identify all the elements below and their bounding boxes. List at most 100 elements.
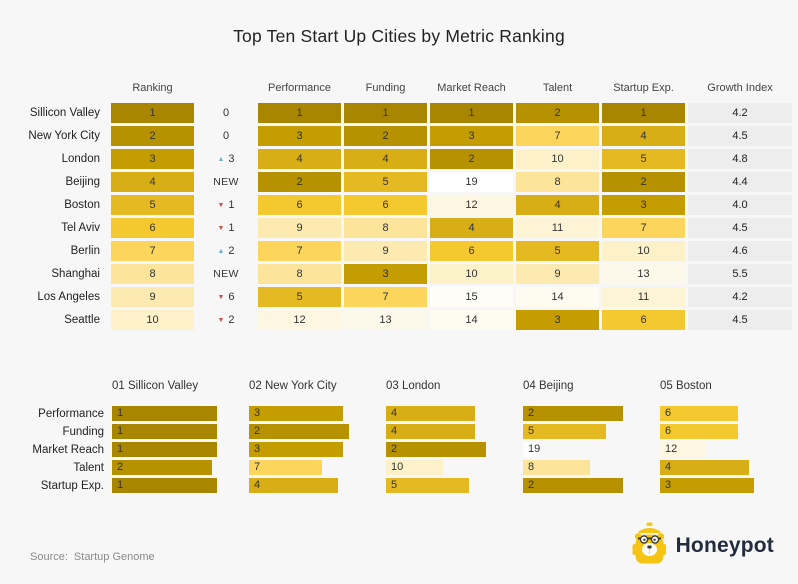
funding-cell: 4 [344,149,427,169]
table-row: New York City 2 0 3 2 3 7 4 4.5 [22,126,792,146]
market-reach-cell: 2 [430,149,513,169]
bar-group: 01 Sillicon Valley 1 1 1 2 1 [112,378,249,496]
performance-cell: 6 [258,195,341,215]
bar: 2 [523,478,623,493]
page-title: Top Ten Start Up Cities by Metric Rankin… [233,26,565,46]
change-cell: ▼ 6 [217,291,235,303]
city-label: Boston [64,199,100,211]
table-row: Los Angeles 9 ▼ 6 5 7 15 14 11 4.2 [22,287,792,307]
ranking-cell: 3 [111,149,194,169]
market-reach-cell: 19 [430,172,513,192]
bar-row: 4 [386,424,523,442]
bar-group: 04 Beijing 2 5 19 8 2 [523,378,660,496]
startup-exp-cell: 3 [602,195,685,215]
bar: 6 [660,406,738,421]
startup-exp-cell: 7 [602,218,685,238]
bar: 10 [386,460,443,475]
change-cell: ▲ 3 [217,153,235,165]
bar-row: 1 [112,478,249,496]
bar: 4 [660,460,749,475]
change-cell: 0 [222,130,230,142]
funding-cell: 7 [344,287,427,307]
down-arrow-icon: ▼ [217,294,225,301]
growth-index-cell: 4.0 [688,195,792,215]
bar: 12 [660,442,706,457]
bar-group: 02 New York City 3 2 3 7 4 [249,378,386,496]
metric-label: Startup Exp. [40,480,104,492]
change-cell: 0 [222,107,230,119]
bar: 5 [523,424,606,439]
performance-cell: 8 [258,264,341,284]
ranking-heatmap-table: Ranking Performance Funding Market Reach… [22,80,792,333]
performance-cell: 12 [258,310,341,330]
growth-index-cell: 4.2 [688,103,792,123]
bar-row: 12 [660,442,797,460]
source-label: Source: [30,551,68,563]
ranking-cell: 1 [111,103,194,123]
startup-exp-cell: 13 [602,264,685,284]
bar: 1 [112,424,217,439]
funding-cell: 3 [344,264,427,284]
talent-cell: 8 [516,172,599,192]
growth-index-cell: 4.5 [688,310,792,330]
table-row: Beijing 4 NEW 2 5 19 8 2 4.4 [22,172,792,192]
growth-index-cell: 4.5 [688,218,792,238]
bar-row: 1 [112,424,249,442]
city-label: Shanghai [51,268,100,280]
bar-row: 8 [523,460,660,478]
metric-label: Funding [62,426,104,438]
market-reach-cell: 12 [430,195,513,215]
down-arrow-icon: ▼ [217,317,225,324]
bar: 4 [386,406,475,421]
talent-cell: 3 [516,310,599,330]
market-reach-cell: 14 [430,310,513,330]
bar: 2 [249,424,349,439]
funding-cell: 9 [344,241,427,261]
bar: 4 [386,424,475,439]
bar-group-title: 02 New York City [249,380,337,392]
performance-cell: 9 [258,218,341,238]
performance-cell: 4 [258,149,341,169]
funding-cell: 2 [344,126,427,146]
col-header-ranking: Ranking [132,82,173,94]
table-row: Tel Aviv 6 ▼ 1 9 8 4 11 7 4.5 [22,218,792,238]
bar: 19 [523,442,540,457]
talent-cell: 14 [516,287,599,307]
city-label: Los Angeles [37,291,100,303]
bar: 5 [386,478,469,493]
bar: 7 [249,460,322,475]
bar-group: 05 Boston 6 6 12 4 3 [660,378,797,496]
bar-row: 1 [112,406,249,424]
bar-row: 5 [386,478,523,496]
city-label: New York City [28,130,100,142]
bar-row: 7 [249,460,386,478]
change-cell: ▼ 1 [217,199,235,211]
funding-cell: 5 [344,172,427,192]
growth-index-cell: 5.5 [688,264,792,284]
talent-cell: 11 [516,218,599,238]
startup-exp-cell: 6 [602,310,685,330]
change-cell: ▼ 2 [217,314,235,326]
bar: 2 [112,460,212,475]
metric-label: Market Reach [32,444,104,456]
down-arrow-icon: ▼ [217,225,225,232]
performance-cell: 1 [258,103,341,123]
bar-row: 5 [523,424,660,442]
city-label: Sillicon Valley [29,107,100,119]
bar-row: 4 [660,460,797,478]
ranking-cell: 8 [111,264,194,284]
funding-cell: 8 [344,218,427,238]
startup-exp-cell: 5 [602,149,685,169]
market-reach-cell: 10 [430,264,513,284]
table-row: Berlin 7 ▲ 2 7 9 6 5 10 4.6 [22,241,792,261]
heatmap-header-row: Ranking Performance Funding Market Reach… [22,80,792,96]
city-label: Tel Aviv [61,222,100,234]
growth-index-cell: 4.6 [688,241,792,261]
ranking-cell: 9 [111,287,194,307]
bar: 1 [112,406,217,421]
growth-index-cell: 4.5 [688,126,792,146]
metric-label: Talent [73,462,104,474]
bar-row: 4 [386,406,523,424]
bar-row: 3 [249,442,386,460]
